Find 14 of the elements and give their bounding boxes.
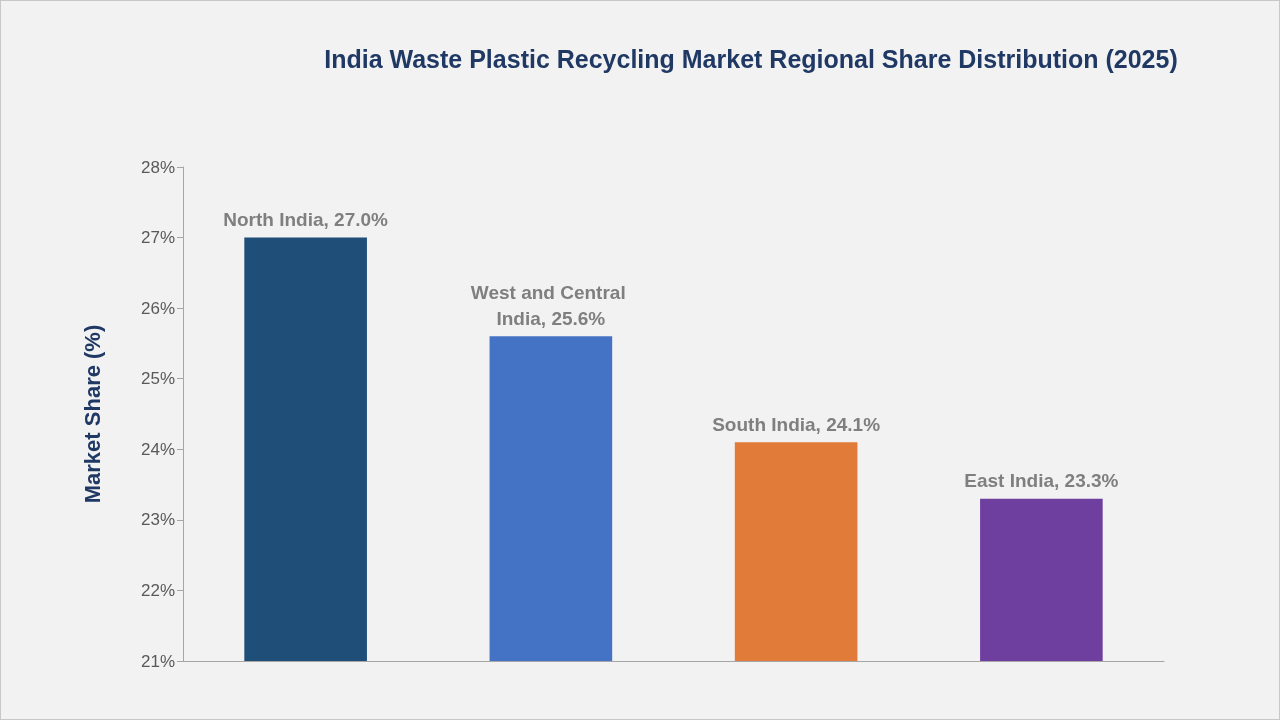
y-tick-label: 24% [140, 439, 175, 459]
y-tick-label: 25% [140, 369, 175, 389]
y-tick-label: 26% [140, 298, 175, 318]
data-label: West and Central India, 25.6% [470, 281, 631, 329]
chart-title: India Waste Plastic Recycling Market Regional Share Distribution (2025) [324, 44, 1178, 73]
y-tick-label: 28% [140, 157, 175, 177]
data-label: South India, 24.1% [712, 413, 881, 435]
y-tick-label: 21% [140, 651, 175, 671]
y-tick-label: 23% [140, 510, 175, 530]
data-label: East India, 23.3% [964, 470, 1119, 492]
y-tick-label: 27% [140, 228, 175, 248]
y-axis-title: Market Share (%) [79, 324, 105, 504]
data-label: North India, 27.0% [223, 209, 389, 231]
y-tick-label: 22% [140, 580, 175, 600]
